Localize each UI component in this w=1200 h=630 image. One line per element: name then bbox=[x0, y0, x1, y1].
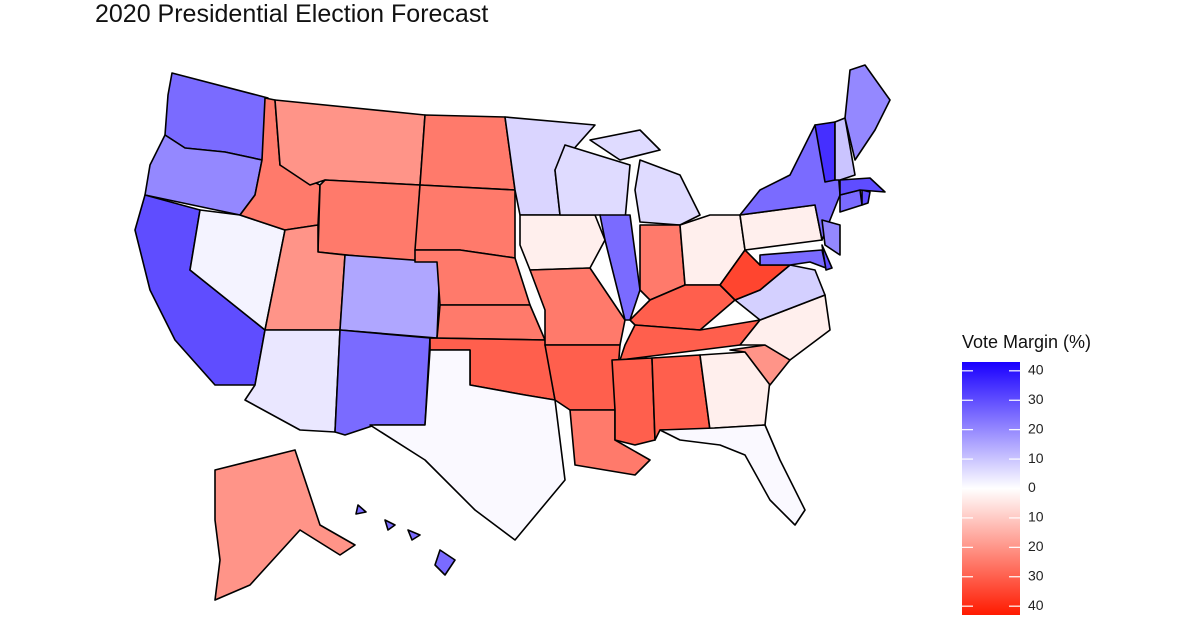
tick-label: 10 bbox=[1028, 509, 1044, 525]
state bbox=[369, 349, 566, 541]
tick-label: 30 bbox=[1028, 391, 1044, 407]
tick-label: 20 bbox=[1028, 420, 1044, 436]
state bbox=[419, 114, 516, 191]
tick-label: 0 bbox=[1028, 479, 1036, 495]
tick-label: 20 bbox=[1028, 538, 1044, 554]
states bbox=[134, 64, 891, 601]
state bbox=[821, 244, 833, 271]
tick-label: 40 bbox=[1028, 362, 1044, 378]
tick-label: 10 bbox=[1028, 450, 1044, 466]
state bbox=[414, 184, 516, 259]
tick-label: 40 bbox=[1028, 597, 1044, 613]
state bbox=[821, 219, 841, 256]
state bbox=[274, 99, 426, 186]
legend-title: Vote Margin (%) bbox=[962, 332, 1091, 352]
state bbox=[339, 254, 441, 339]
state bbox=[436, 304, 546, 341]
state bbox=[529, 267, 626, 346]
state bbox=[844, 64, 891, 161]
state bbox=[355, 504, 456, 576]
legend: 40 30 20 10 0 10 20 30 40 bbox=[962, 362, 1044, 615]
state bbox=[519, 214, 606, 271]
state bbox=[214, 449, 356, 601]
tick-label: 30 bbox=[1028, 567, 1044, 583]
chart-title: 2020 Presidential Election Forecast bbox=[95, 0, 488, 28]
state bbox=[729, 344, 791, 386]
state bbox=[544, 344, 621, 411]
state bbox=[839, 177, 886, 196]
state bbox=[334, 329, 431, 436]
state bbox=[659, 424, 806, 526]
state bbox=[834, 117, 856, 181]
state bbox=[759, 249, 827, 269]
state bbox=[861, 189, 871, 206]
state bbox=[317, 179, 421, 263]
state bbox=[611, 357, 656, 446]
